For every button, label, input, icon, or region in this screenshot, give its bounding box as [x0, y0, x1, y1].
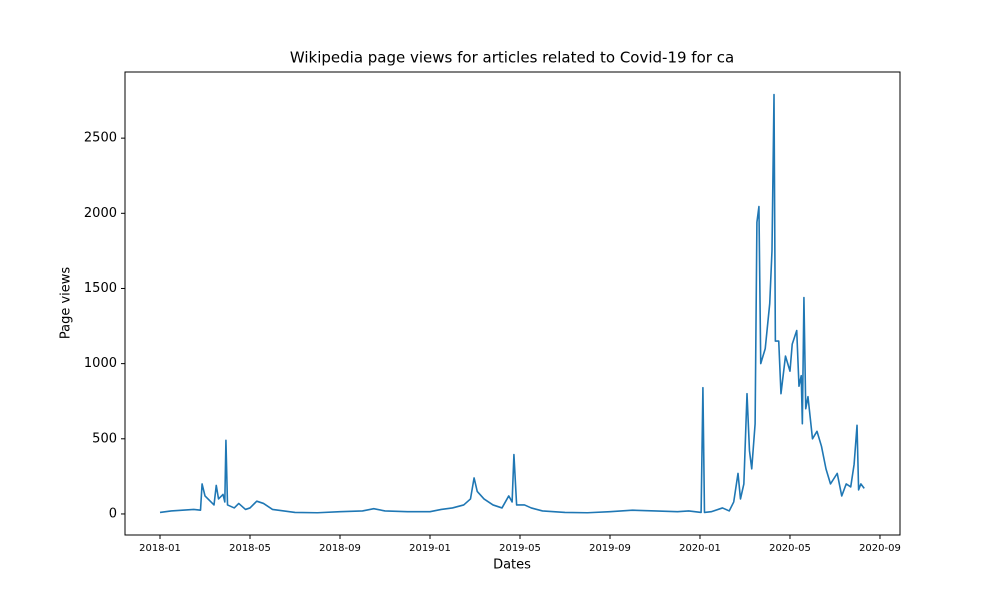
x-tick-label: 2018-01	[139, 543, 181, 554]
chart-title: Wikipedia page views for articles relate…	[290, 49, 734, 67]
x-tick-label: 2019-01	[409, 543, 451, 554]
x-tick-label: 2019-05	[499, 543, 541, 554]
data-line	[159, 93, 865, 514]
y-tick-label: 1000	[84, 356, 117, 371]
x-tick-label: 2020-05	[769, 543, 811, 554]
x-tick-label: 2020-09	[859, 543, 901, 554]
y-tick-label: 500	[92, 431, 117, 446]
x-axis-label: Dates	[493, 558, 531, 573]
x-tick-label: 2018-05	[229, 543, 271, 554]
x-tick-label: 2019-09	[589, 543, 631, 554]
x-tick-label: 2018-09	[319, 543, 361, 554]
y-tick-label: 1500	[84, 281, 117, 296]
y-tick-label: 2500	[84, 131, 117, 146]
y-axis-label: Page views	[59, 267, 74, 340]
y-tick-label: 2000	[84, 206, 117, 221]
plot-frame	[124, 71, 901, 536]
y-tick-label: 0	[109, 506, 117, 521]
x-tick-label: 2020-01	[679, 543, 721, 554]
